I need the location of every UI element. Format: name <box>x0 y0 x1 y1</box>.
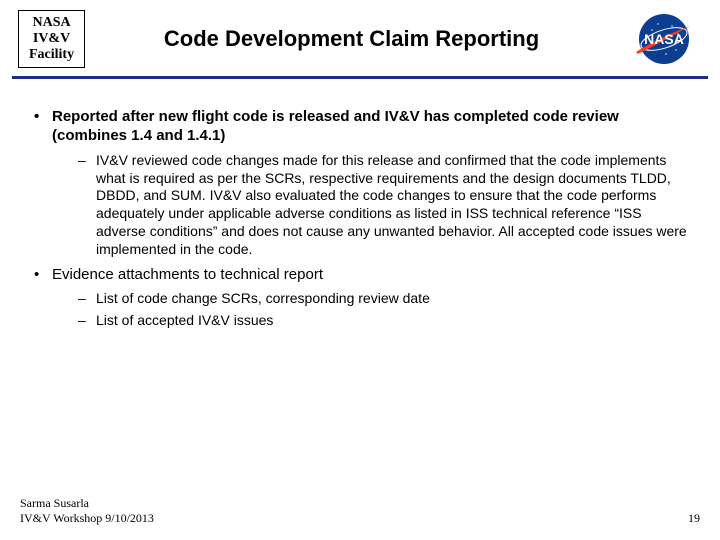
facility-line3: Facility <box>29 47 74 63</box>
sub-bullet-text: List of code change SCRs, corresponding … <box>96 290 430 306</box>
page-number: 19 <box>688 511 700 526</box>
bullet-item: Evidence attachments to technical report… <box>32 265 688 330</box>
svg-text:NASA: NASA <box>644 31 684 47</box>
facility-box: NASA IV&V Facility <box>18 10 85 68</box>
slide-footer: Sarma Susarla IV&V Workshop 9/10/2013 19 <box>20 496 700 526</box>
facility-line2: IV&V <box>29 31 74 47</box>
slide-content: Reported after new flight code is releas… <box>0 79 720 330</box>
bullet-item: Reported after new flight code is releas… <box>32 107 688 259</box>
slide-header: NASA IV&V Facility Code Development Clai… <box>0 0 720 76</box>
footer-event: IV&V Workshop 9/10/2013 <box>20 511 154 526</box>
footer-author: Sarma Susarla <box>20 496 154 511</box>
facility-line1: NASA <box>29 15 74 31</box>
footer-left: Sarma Susarla IV&V Workshop 9/10/2013 <box>20 496 154 526</box>
sub-bullet-text: List of accepted IV&V issues <box>96 312 273 328</box>
sub-bullet-item: IV&V reviewed code changes made for this… <box>78 152 688 259</box>
sub-bullet-item: List of accepted IV&V issues <box>78 312 688 330</box>
sub-bullet-text: IV&V reviewed code changes made for this… <box>96 152 687 258</box>
sub-bullet-item: List of code change SCRs, corresponding … <box>78 290 688 308</box>
nasa-logo-icon: NASA <box>628 12 700 66</box>
bullet-list: Reported after new flight code is releas… <box>32 107 688 330</box>
sub-bullet-list: List of code change SCRs, corresponding … <box>52 290 688 330</box>
bullet-text: Evidence attachments to technical report <box>52 266 323 283</box>
slide-title: Code Development Claim Reporting <box>97 26 616 52</box>
bullet-text: Reported after new flight code is releas… <box>52 108 619 144</box>
sub-bullet-list: IV&V reviewed code changes made for this… <box>52 152 688 259</box>
